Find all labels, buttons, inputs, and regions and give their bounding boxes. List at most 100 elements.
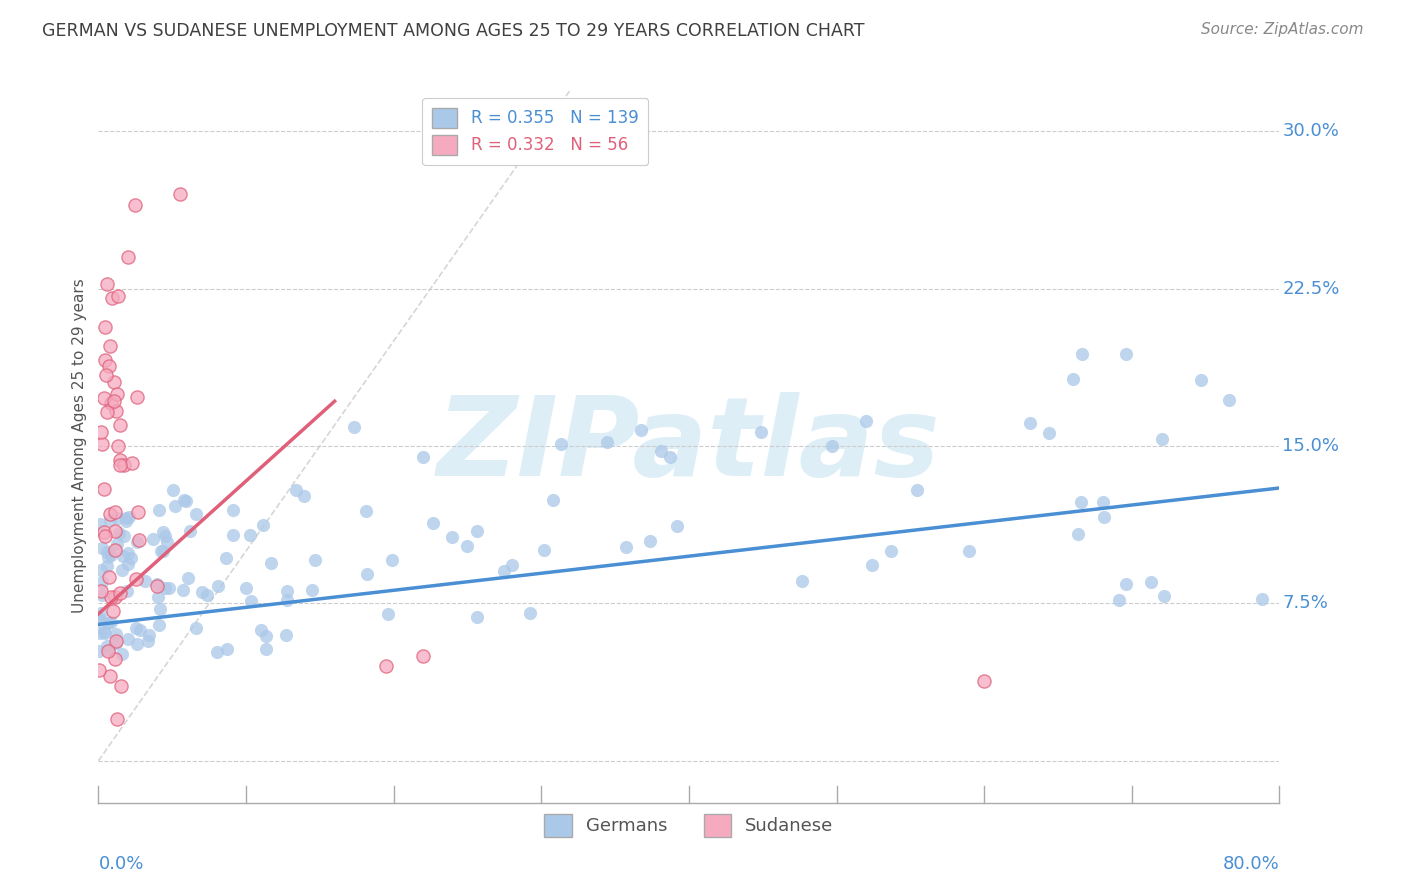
- Point: [96, 639, 118, 653]
- Point: [157, 581, 180, 595]
- Point: [169, 187, 191, 202]
- Point: [375, 659, 398, 673]
- Point: [276, 593, 298, 607]
- Point: [105, 386, 128, 401]
- Point: [250, 623, 273, 637]
- Point: [1150, 433, 1173, 447]
- Point: [550, 437, 572, 451]
- Point: [104, 505, 127, 519]
- Point: [93, 624, 115, 639]
- Point: [105, 634, 128, 648]
- Point: [179, 524, 201, 539]
- Point: [1092, 509, 1115, 524]
- Point: [104, 524, 127, 539]
- Point: [112, 549, 135, 563]
- Point: [1091, 495, 1114, 509]
- Point: [638, 533, 661, 548]
- Point: [87, 664, 110, 678]
- Point: [650, 443, 672, 458]
- Point: [1115, 576, 1137, 591]
- Point: [128, 624, 150, 638]
- Point: [155, 581, 177, 595]
- Point: [820, 439, 842, 453]
- Point: [1108, 593, 1130, 607]
- Point: [274, 627, 297, 641]
- Point: [1115, 347, 1137, 361]
- Point: [125, 621, 148, 635]
- Point: [195, 588, 218, 602]
- Text: 7.5%: 7.5%: [1282, 594, 1329, 613]
- Point: [105, 537, 128, 551]
- Point: [118, 509, 141, 524]
- Point: [284, 483, 307, 497]
- Point: [239, 527, 262, 541]
- Point: [98, 669, 121, 683]
- Point: [89, 626, 111, 640]
- Point: [93, 482, 115, 496]
- Text: ZIPatlas: ZIPatlas: [437, 392, 941, 500]
- Point: [215, 641, 238, 656]
- Point: [860, 558, 883, 572]
- Point: [100, 590, 122, 604]
- Point: [148, 503, 170, 517]
- Point: [1067, 527, 1090, 541]
- Point: [957, 543, 980, 558]
- Point: [412, 648, 434, 663]
- Point: [630, 423, 652, 437]
- Point: [117, 250, 139, 264]
- Point: [422, 516, 444, 531]
- Point: [501, 558, 523, 572]
- Point: [120, 550, 142, 565]
- Point: [207, 579, 229, 593]
- Point: [973, 674, 995, 689]
- Point: [104, 636, 127, 650]
- Point: [855, 414, 877, 428]
- Point: [90, 563, 112, 577]
- Point: [103, 393, 125, 408]
- Point: [356, 566, 378, 581]
- Point: [149, 544, 172, 558]
- Point: [240, 594, 263, 608]
- Point: [110, 679, 132, 693]
- Point: [110, 458, 132, 472]
- Point: [222, 502, 245, 516]
- Text: 15.0%: 15.0%: [1282, 437, 1340, 455]
- Point: [1038, 425, 1060, 440]
- Point: [124, 197, 146, 211]
- Point: [94, 352, 117, 367]
- Point: [905, 483, 928, 497]
- Point: [156, 535, 179, 549]
- Point: [666, 519, 689, 533]
- Point: [1153, 589, 1175, 603]
- Point: [614, 540, 637, 554]
- Point: [215, 550, 238, 565]
- Point: [127, 504, 149, 518]
- Point: [90, 425, 112, 439]
- Point: [104, 404, 127, 418]
- Point: [100, 508, 122, 522]
- Point: [292, 489, 315, 503]
- Point: [456, 539, 478, 553]
- Point: [222, 528, 245, 542]
- Point: [125, 637, 148, 651]
- Point: [107, 439, 129, 453]
- Point: [190, 584, 212, 599]
- Point: [107, 510, 129, 524]
- Point: [117, 584, 139, 599]
- Point: [100, 396, 122, 410]
- Point: [121, 456, 143, 470]
- Point: [105, 712, 128, 726]
- Point: [97, 570, 120, 584]
- Point: [519, 606, 541, 620]
- Point: [97, 549, 120, 564]
- Point: [301, 582, 323, 597]
- Point: [94, 529, 117, 543]
- Point: [134, 574, 156, 588]
- Point: [108, 526, 131, 541]
- Point: [104, 543, 127, 558]
- Point: [174, 493, 197, 508]
- Point: [117, 557, 139, 571]
- Point: [104, 590, 127, 604]
- Point: [98, 512, 121, 526]
- Point: [93, 524, 115, 539]
